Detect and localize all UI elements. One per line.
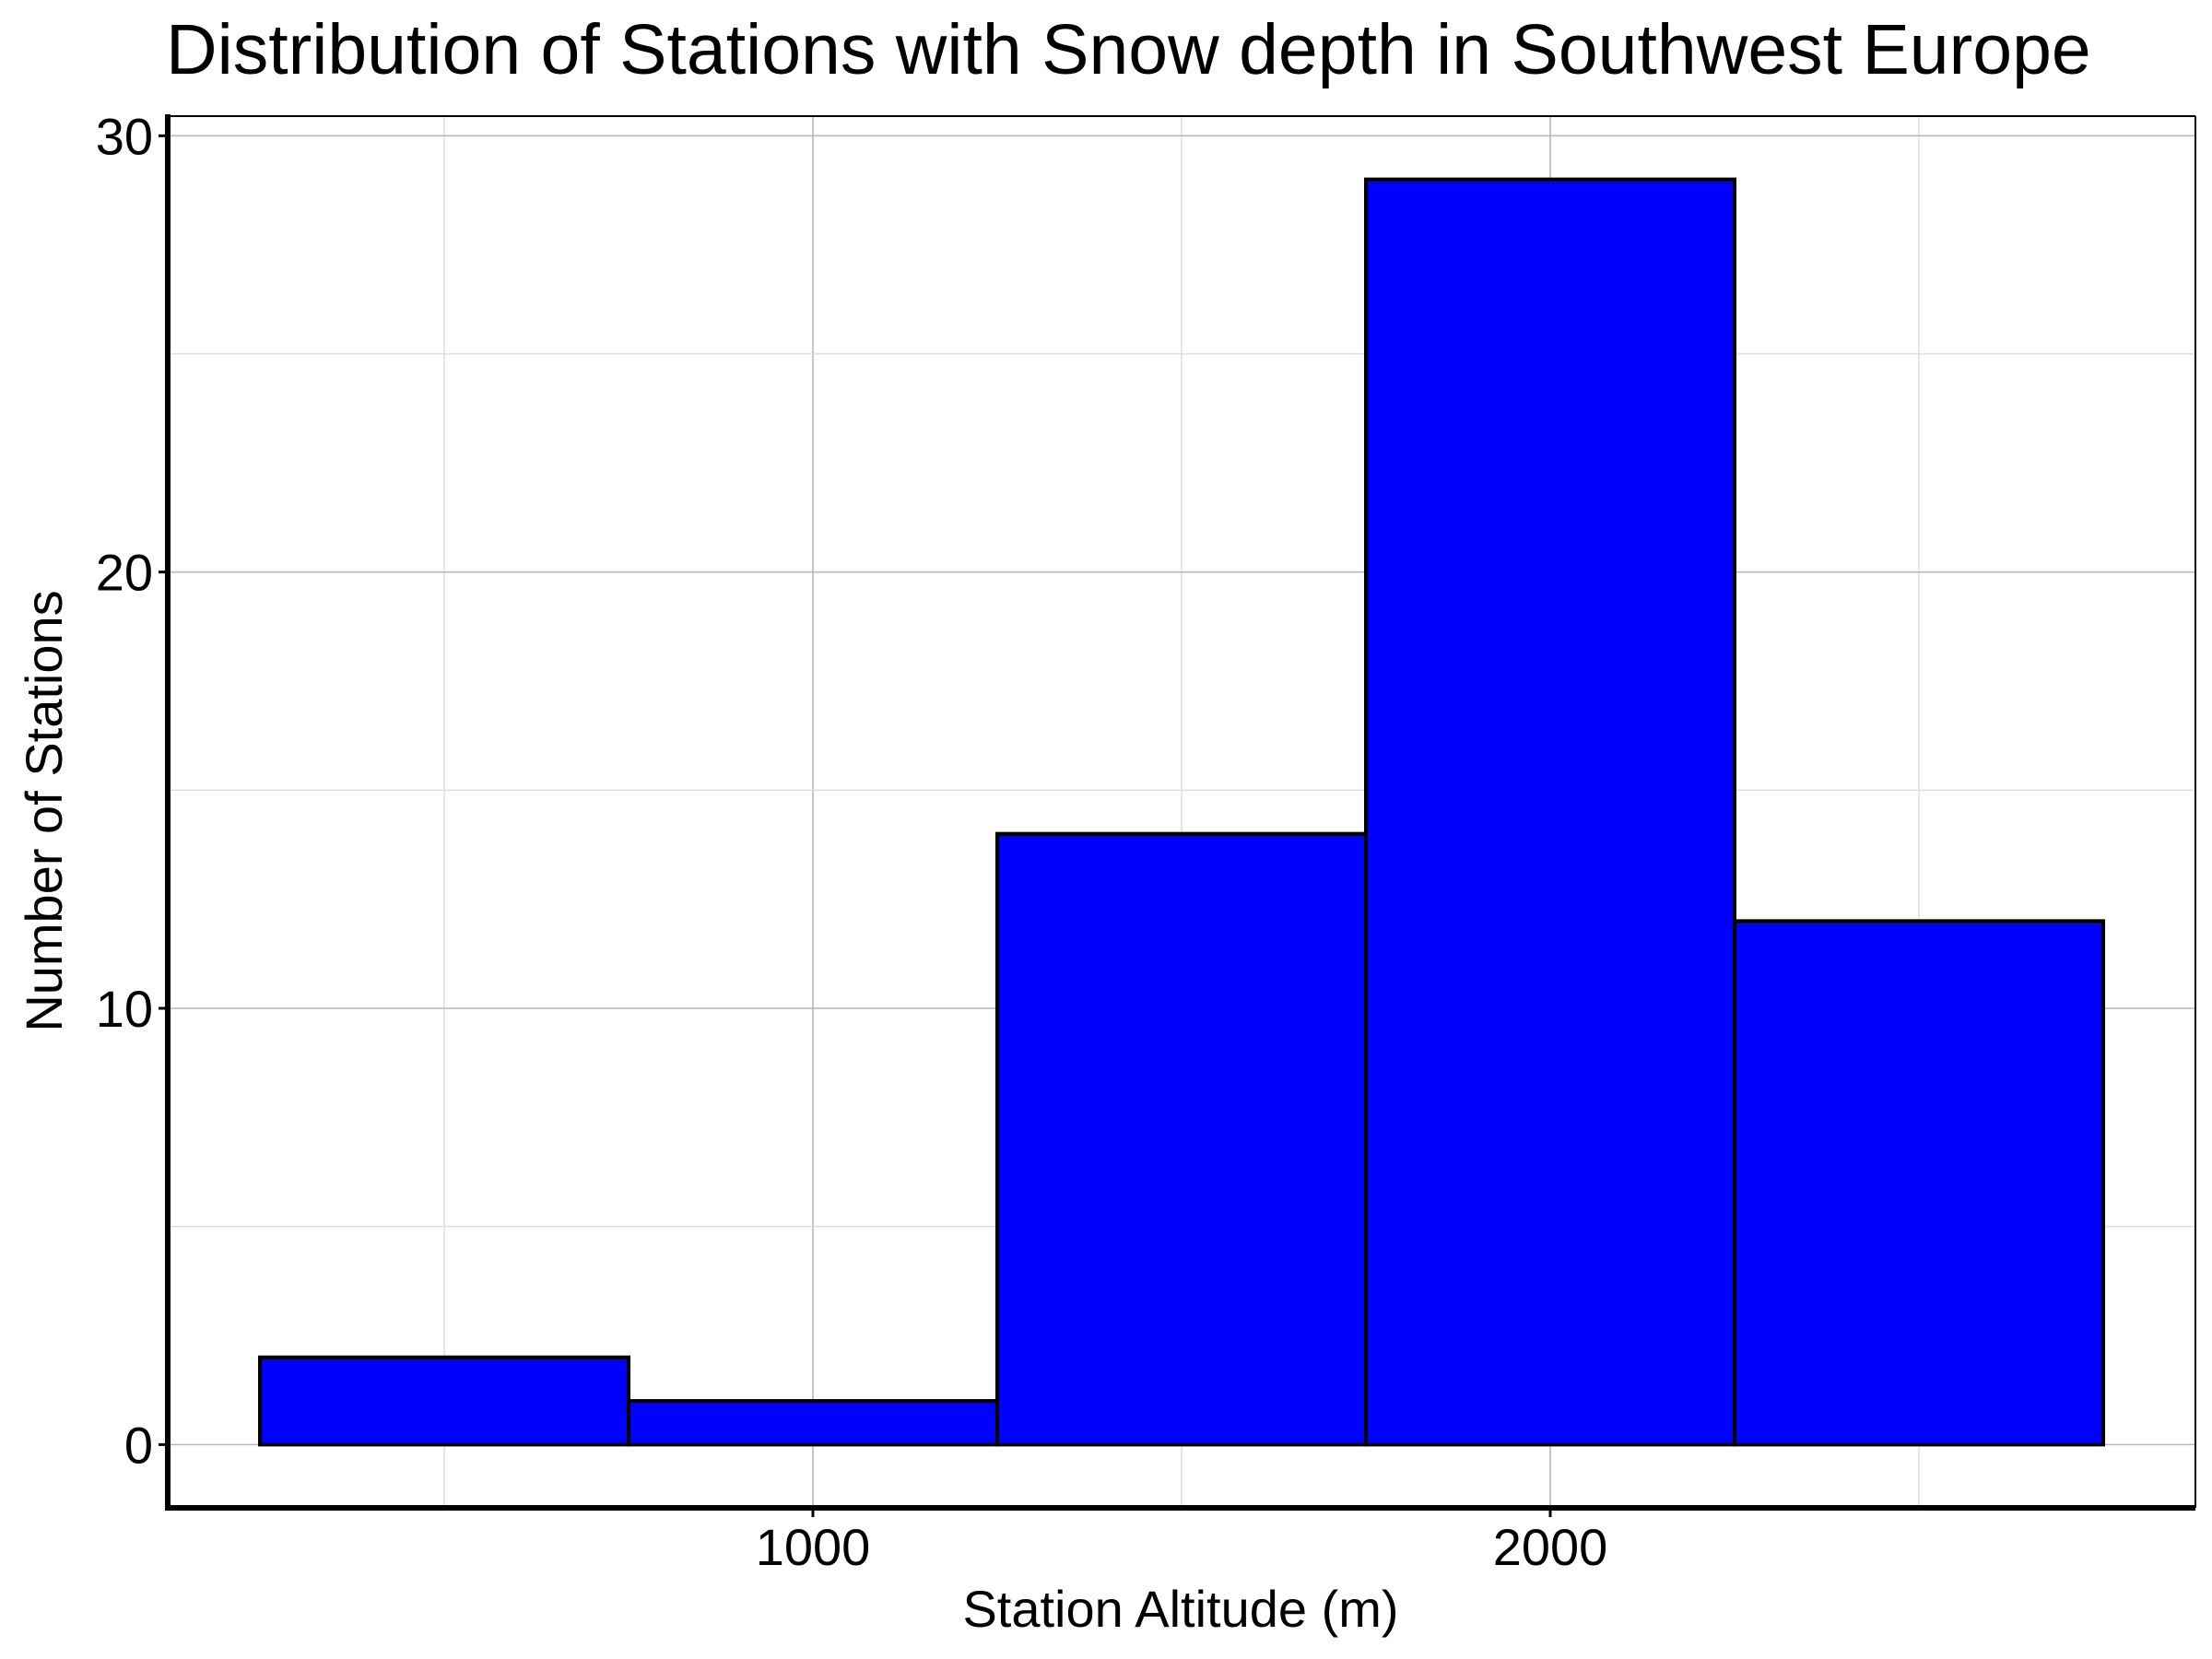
axis-ticks: 0 10 20 30 1000 2000: [96, 107, 1608, 1576]
x-tick-label: 1000: [756, 1518, 871, 1576]
y-tick-label: 30: [96, 107, 153, 165]
y-tick-label: 0: [124, 1416, 153, 1474]
histogram-bar: [258, 1355, 630, 1447]
x-axis-label: Station Altitude (m): [962, 1580, 1398, 1638]
y-tick-label: 10: [96, 980, 153, 1038]
y-tick-label: 20: [96, 544, 153, 602]
y-axis-label: Number of Stations: [15, 590, 73, 1031]
histogram-bar: [1733, 919, 2105, 1447]
x-tick-label: 2000: [1493, 1518, 1608, 1576]
chart-title: Distribution of Stations with Snow depth…: [166, 10, 2091, 89]
histogram-bars: [258, 177, 2105, 1447]
histogram-bar: [627, 1399, 999, 1447]
histogram-bar: [995, 831, 1368, 1447]
histogram-bar: [1364, 177, 1736, 1447]
